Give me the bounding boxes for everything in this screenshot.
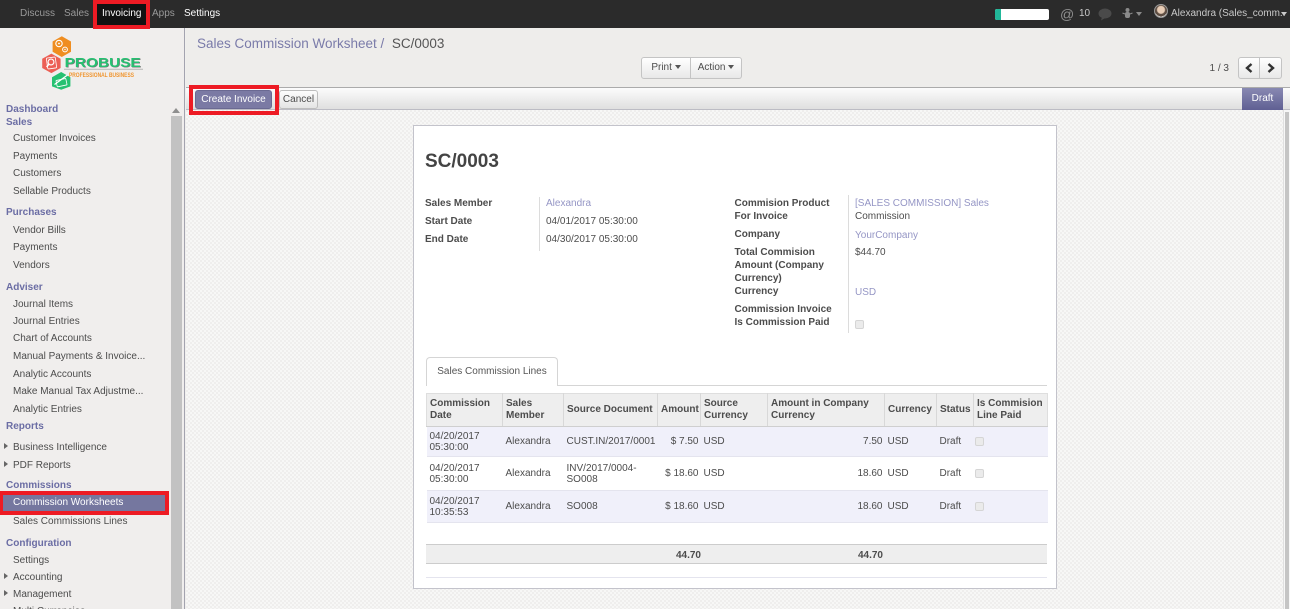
svg-text:PROBUSE: PROBUSE — [65, 56, 141, 71]
svg-text:PROBUSE: PROBUSE — [65, 55, 141, 70]
svg-text:PROFESSIONAL BUSINESS: PROFESSIONAL BUSINESS — [69, 73, 134, 79]
